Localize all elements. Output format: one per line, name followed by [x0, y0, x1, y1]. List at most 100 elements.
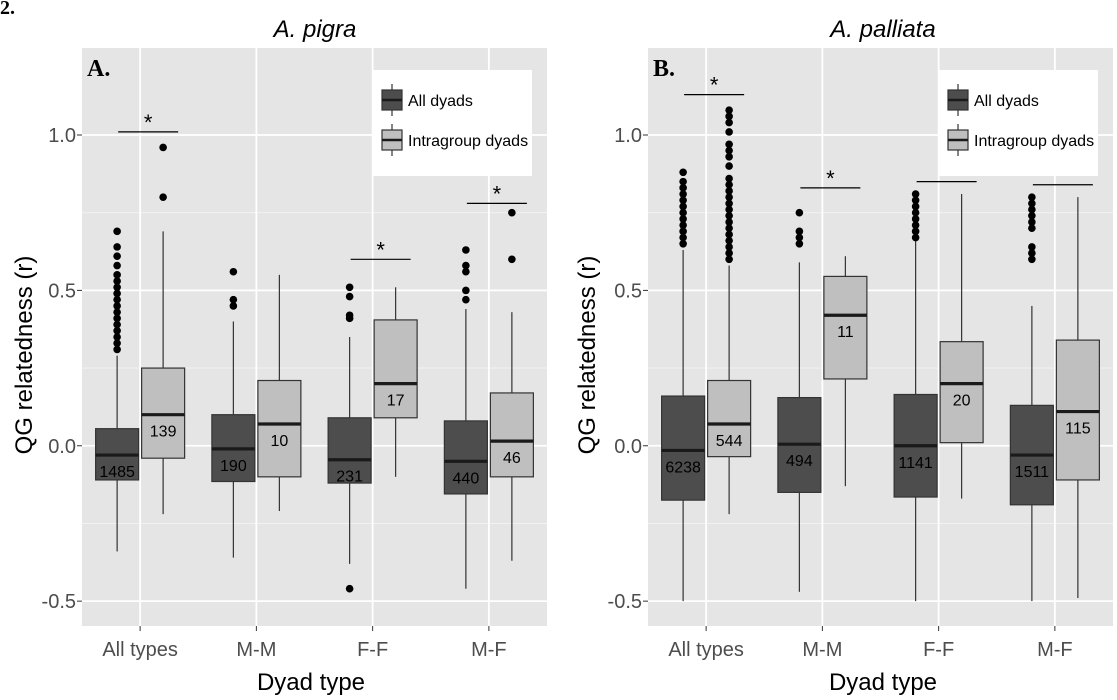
legend-entry-label: Intragroup dyads [408, 133, 528, 150]
box-intragroup-3: 115 [1055, 197, 1100, 599]
box-all-dyads-3: 440 [443, 246, 488, 589]
outlier-point [113, 308, 121, 316]
sample-size-label: 115 [1065, 421, 1091, 438]
y-tick-label: 0.0 [48, 436, 76, 458]
outlier-point [725, 106, 733, 114]
x-tick-label: All types [102, 639, 178, 661]
outlier-point [725, 146, 733, 155]
outlier-point [725, 187, 733, 195]
outlier-point [679, 227, 687, 236]
outlier-point [113, 289, 121, 298]
box-intragroup-1: 11 [823, 256, 868, 487]
outlier-point [345, 292, 354, 301]
outlier-point [113, 326, 121, 335]
sample-size-label: 10 [270, 433, 288, 450]
outlier-point [113, 227, 121, 236]
sample-size-label: 1485 [99, 464, 135, 481]
box-all-dyads-0: 1485 [95, 227, 140, 552]
box-intragroup-0: 544 [707, 106, 752, 515]
sample-size-label: 1141 [898, 455, 933, 472]
x-tick-label: M-M [236, 639, 276, 661]
legend-entry-label: All dyads [408, 93, 473, 110]
outlier-point [1028, 199, 1036, 208]
y-tick-label: 0.5 [614, 280, 642, 302]
sample-size-label: 20 [953, 393, 971, 410]
box-intragroup-3: 46 [489, 208, 534, 561]
outlier-point [911, 190, 920, 198]
panel-a-palliata: -0.5 0.0 0.5 1.0 All types M-M F-F M-F 6238 494 11… [608, 16, 1113, 661]
outlier-point [679, 239, 687, 248]
sample-size-label: 6238 [665, 459, 701, 476]
box-all-dyads-0: 6238 [661, 168, 706, 602]
panel-letter: A. [87, 56, 110, 82]
legend-background [372, 70, 532, 176]
outlier-point [1028, 212, 1036, 220]
outlier-point [679, 208, 687, 217]
significance-asterisk: * [826, 166, 835, 191]
outlier-point [113, 295, 121, 304]
sample-size-label: 1511 [1015, 464, 1050, 481]
outlier-point [229, 302, 238, 310]
outlier-point [725, 243, 733, 251]
legend-entry-label: All dyads [974, 93, 1039, 110]
box-all-dyads-2: 1141 [893, 190, 938, 602]
legend: All dyads Intragroup dyads [372, 70, 532, 176]
x-tick-label: M-M [802, 639, 842, 661]
outlier-point [725, 236, 733, 245]
outlier-point [1028, 193, 1036, 201]
outlier-point [725, 230, 733, 239]
outlier-point [679, 215, 687, 223]
sample-size-label: 440 [453, 470, 480, 487]
outlier-point [159, 143, 167, 152]
outlier-point [725, 199, 733, 208]
outlier-point [345, 283, 354, 292]
outlier-point [725, 180, 733, 189]
outlier-point [229, 267, 238, 276]
outlier-point [725, 152, 733, 161]
sample-size-label: 17 [387, 393, 405, 410]
outlier-point [462, 267, 470, 276]
significance-asterisk: * [493, 181, 502, 206]
outlier-point [725, 255, 733, 264]
x-axis-label-left: Dyad type [257, 669, 365, 696]
outlier-point [679, 177, 687, 186]
panel-title: A. palliata [828, 16, 935, 43]
box-intragroup-2: 17 [373, 287, 418, 477]
box-iqr [823, 275, 868, 380]
y-tick-label: 0.5 [48, 280, 76, 302]
panel-title: A. pigra [272, 16, 357, 43]
outlier-point [113, 320, 121, 329]
y-tick-label: -0.5 [608, 591, 642, 613]
outlier-point [725, 112, 733, 121]
outlier-point [911, 227, 920, 236]
outlier-point [679, 196, 687, 205]
legend-entry-label: Intragroup dyads [974, 133, 1094, 150]
outlier-point [462, 246, 470, 254]
outlier-point [911, 196, 920, 205]
outlier-point [725, 162, 733, 170]
outlier-point [345, 584, 354, 593]
significance-asterisk: * [376, 237, 385, 262]
outlier-point [462, 295, 470, 304]
outlier-point [1028, 205, 1036, 214]
outlier-point [725, 218, 733, 226]
outlier-point [113, 333, 121, 341]
x-tick-label: M-F [471, 639, 507, 661]
significance-asterisk: * [710, 73, 719, 98]
outlier-point [795, 227, 804, 236]
outlier-point [911, 208, 920, 217]
outlier-point [725, 118, 733, 127]
panel-a-pigra: -0.5 0.0 0.5 1.0 All types M-M F-F M-F 1485 190 23… [42, 16, 547, 661]
box-iqr [489, 392, 534, 478]
outlier-point [113, 302, 121, 310]
outlier-point [113, 339, 121, 348]
sample-size-label: 11 [837, 324, 854, 341]
y-axis-label-right: QG relatedness (r) [574, 256, 601, 455]
y-tick-label: 1.0 [614, 125, 642, 147]
x-tick-label: F-F [357, 639, 388, 661]
y-tick-label: -0.5 [42, 591, 76, 613]
outlier-point [462, 286, 470, 295]
box-intragroup-2: 20 [939, 194, 984, 499]
outlier-point [113, 252, 121, 261]
